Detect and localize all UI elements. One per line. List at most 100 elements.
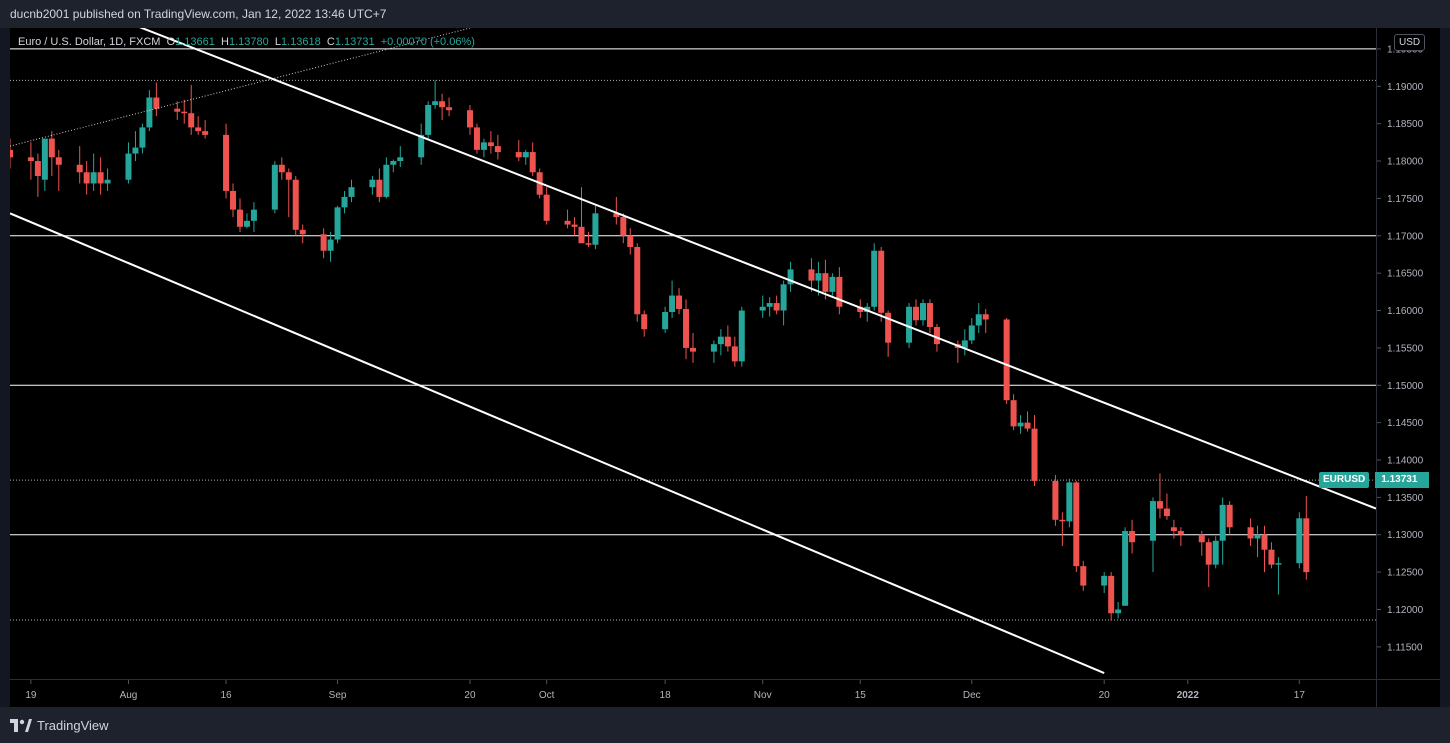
candle-up bbox=[139, 127, 146, 148]
candle-up bbox=[425, 104, 432, 135]
candle-up bbox=[1066, 482, 1073, 522]
candle-up bbox=[1017, 422, 1024, 427]
candle-up bbox=[669, 295, 676, 313]
last-price-symbol: EURUSD bbox=[1319, 472, 1370, 489]
candle-down bbox=[1198, 534, 1205, 543]
price-tick-label: 1.16500 bbox=[1387, 269, 1424, 280]
time-tick-label: 20 bbox=[1099, 690, 1111, 701]
candle-down bbox=[641, 314, 648, 330]
candle-up bbox=[1101, 575, 1108, 586]
price-tick-label: 1.13000 bbox=[1387, 530, 1424, 541]
candle-up bbox=[132, 147, 139, 154]
publish-info: ducnb2001 published on TradingView.com, … bbox=[10, 7, 387, 21]
price-chart[interactable] bbox=[10, 28, 1376, 679]
candle-up bbox=[975, 314, 982, 326]
candle-up bbox=[369, 179, 376, 188]
candle-down bbox=[10, 149, 13, 158]
candle-down bbox=[836, 276, 843, 307]
tradingview-logo-icon bbox=[10, 719, 32, 732]
candle-down bbox=[1031, 428, 1038, 481]
candle-down bbox=[878, 250, 885, 313]
time-tick-label: Nov bbox=[754, 690, 772, 701]
candle-up bbox=[1254, 534, 1261, 539]
currency-button[interactable]: USD bbox=[1394, 34, 1426, 51]
candle-down bbox=[236, 209, 243, 227]
candle-down bbox=[620, 217, 627, 236]
candle-down bbox=[299, 229, 306, 235]
tradingview-logo[interactable]: TradingView bbox=[10, 718, 109, 733]
candle-down bbox=[446, 107, 453, 111]
candle-down bbox=[543, 194, 550, 221]
candle-up bbox=[1122, 531, 1129, 606]
footer-bar: TradingView bbox=[0, 707, 1450, 743]
candle-down bbox=[1024, 422, 1031, 429]
candle-up bbox=[1275, 563, 1282, 565]
time-tick-label: 19 bbox=[25, 690, 37, 701]
price-tick-label: 1.15500 bbox=[1387, 343, 1424, 354]
legend-close: 1.13731 bbox=[334, 36, 375, 48]
last-price-value: 1.13731 bbox=[1375, 472, 1430, 489]
candle-up bbox=[766, 303, 773, 307]
candle-down bbox=[320, 234, 327, 251]
candle-up bbox=[334, 207, 341, 240]
right-gutter bbox=[1440, 28, 1450, 707]
candle-up bbox=[390, 161, 397, 165]
candle-up bbox=[480, 142, 487, 150]
candle-down bbox=[223, 134, 230, 191]
candle-up bbox=[906, 306, 913, 343]
candle-down bbox=[1205, 542, 1212, 565]
time-tick-label: 18 bbox=[660, 690, 672, 701]
candle-up bbox=[968, 325, 975, 341]
candle-down bbox=[1163, 508, 1170, 517]
candle-down bbox=[822, 273, 829, 292]
candle-up bbox=[787, 269, 794, 285]
candle-up bbox=[1115, 609, 1122, 614]
candle-up bbox=[41, 138, 48, 180]
candle-up bbox=[592, 213, 599, 245]
time-tick-label: 2022 bbox=[1177, 690, 1200, 701]
candle-down bbox=[1247, 527, 1254, 539]
candle-down bbox=[83, 172, 90, 184]
candle-down bbox=[494, 146, 501, 153]
candle-down bbox=[933, 326, 940, 345]
candle-down bbox=[529, 152, 536, 173]
candle-down bbox=[773, 303, 780, 311]
candle-up bbox=[243, 220, 250, 227]
price-scale[interactable]: 1.11500 1.12000 1.12500 1.13000 1.13500 1.140… bbox=[1376, 28, 1441, 679]
candle-down bbox=[473, 127, 480, 150]
price-tick-label: 1.13500 bbox=[1387, 493, 1424, 504]
legend-close-label: C bbox=[326, 36, 335, 48]
candle-up bbox=[418, 134, 425, 158]
candle-up bbox=[146, 97, 153, 128]
candle-down bbox=[174, 108, 181, 112]
time-tick-label: Oct bbox=[539, 690, 555, 701]
candle-up bbox=[662, 312, 669, 330]
time-axis[interactable]: 19 Aug 16 Sep 20 Oct 18 Nov 15 Dec 20 2022 17 bbox=[10, 679, 1376, 708]
time-axis-labels: 19 Aug 16 Sep 20 Oct 18 Nov 15 Dec 20 2022 17 bbox=[25, 680, 1305, 701]
candle-down bbox=[181, 111, 188, 114]
candle-down bbox=[55, 157, 62, 165]
price-tick-label: 1.12000 bbox=[1387, 605, 1424, 616]
candle-down bbox=[564, 220, 571, 225]
candle-down bbox=[634, 246, 641, 315]
publish-bar: ducnb2001 published on TradingView.com, … bbox=[0, 0, 1450, 28]
legend-high-label: H bbox=[221, 36, 229, 48]
candle-down bbox=[515, 152, 522, 158]
price-tick-label: 1.14000 bbox=[1387, 456, 1424, 467]
candle-up bbox=[1296, 518, 1303, 564]
last-price-tag: EURUSD 1.13731 bbox=[1319, 472, 1430, 489]
legend-change: +0.00070 (+0.06%) bbox=[380, 36, 475, 48]
price-tick-label: 1.18000 bbox=[1387, 157, 1424, 168]
symbol-legend: Euro / U.S. Dollar, 1D, FXCM O1.13661 H1… bbox=[18, 36, 475, 48]
chart-pane[interactable]: Euro / U.S. Dollar, 1D, FXCM O1.13661 H1… bbox=[10, 28, 1376, 679]
legend-open: 1.13661 bbox=[175, 36, 215, 48]
candle-up bbox=[271, 164, 278, 210]
price-tick-label: 1.19000 bbox=[1387, 82, 1424, 93]
candle-down bbox=[466, 110, 473, 128]
candle-down bbox=[76, 164, 83, 173]
price-tick-label: 1.18500 bbox=[1387, 119, 1424, 130]
candle-up bbox=[397, 157, 404, 162]
candle-down bbox=[1073, 482, 1080, 567]
candle-down bbox=[627, 235, 634, 247]
price-tick-label: 1.11500 bbox=[1387, 642, 1423, 653]
